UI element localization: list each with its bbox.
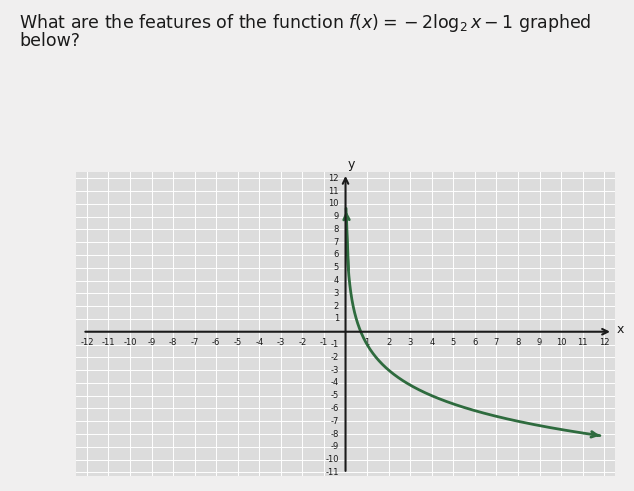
Text: 9: 9 (537, 338, 542, 347)
Text: -12: -12 (80, 338, 94, 347)
Text: 11: 11 (328, 187, 339, 195)
Text: 6: 6 (333, 250, 339, 259)
Text: -11: -11 (326, 468, 339, 477)
Text: -9: -9 (331, 442, 339, 451)
Text: -5: -5 (233, 338, 242, 347)
Text: 5: 5 (451, 338, 456, 347)
Text: -7: -7 (190, 338, 199, 347)
Text: -2: -2 (331, 353, 339, 362)
Text: -4: -4 (255, 338, 264, 347)
Text: 9: 9 (334, 212, 339, 221)
Text: -6: -6 (331, 404, 339, 413)
Text: 3: 3 (408, 338, 413, 347)
Text: -5: -5 (331, 391, 339, 400)
Text: -3: -3 (276, 338, 285, 347)
Text: 11: 11 (578, 338, 588, 347)
Text: -8: -8 (169, 338, 178, 347)
Text: 1: 1 (365, 338, 370, 347)
Text: -8: -8 (331, 430, 339, 438)
Text: 7: 7 (494, 338, 499, 347)
Text: 12: 12 (328, 174, 339, 183)
Text: 12: 12 (599, 338, 609, 347)
Text: -6: -6 (212, 338, 221, 347)
Text: -9: -9 (147, 338, 156, 347)
Text: 4: 4 (429, 338, 434, 347)
Text: 3: 3 (333, 289, 339, 298)
Text: -7: -7 (331, 417, 339, 426)
Text: 2: 2 (386, 338, 391, 347)
Text: y: y (347, 158, 354, 171)
Text: -11: -11 (101, 338, 115, 347)
Text: 10: 10 (556, 338, 566, 347)
Text: -3: -3 (331, 366, 339, 375)
Text: 1: 1 (334, 314, 339, 324)
Text: below?: below? (19, 32, 80, 50)
Text: 7: 7 (333, 238, 339, 246)
Text: -10: -10 (326, 455, 339, 464)
Text: -1: -1 (320, 338, 328, 347)
Text: 2: 2 (334, 301, 339, 311)
Text: -1: -1 (331, 340, 339, 349)
Text: 10: 10 (328, 199, 339, 208)
Text: 5: 5 (334, 263, 339, 273)
Text: 4: 4 (334, 276, 339, 285)
Text: -4: -4 (331, 379, 339, 387)
Text: -10: -10 (123, 338, 137, 347)
Text: 6: 6 (472, 338, 477, 347)
Text: x: x (617, 323, 624, 336)
Text: 8: 8 (515, 338, 521, 347)
Text: What are the features of the function $f(x) = -2\log_2 x - 1$ graphed: What are the features of the function $f… (19, 12, 592, 34)
Text: -2: -2 (298, 338, 307, 347)
Text: 8: 8 (333, 225, 339, 234)
